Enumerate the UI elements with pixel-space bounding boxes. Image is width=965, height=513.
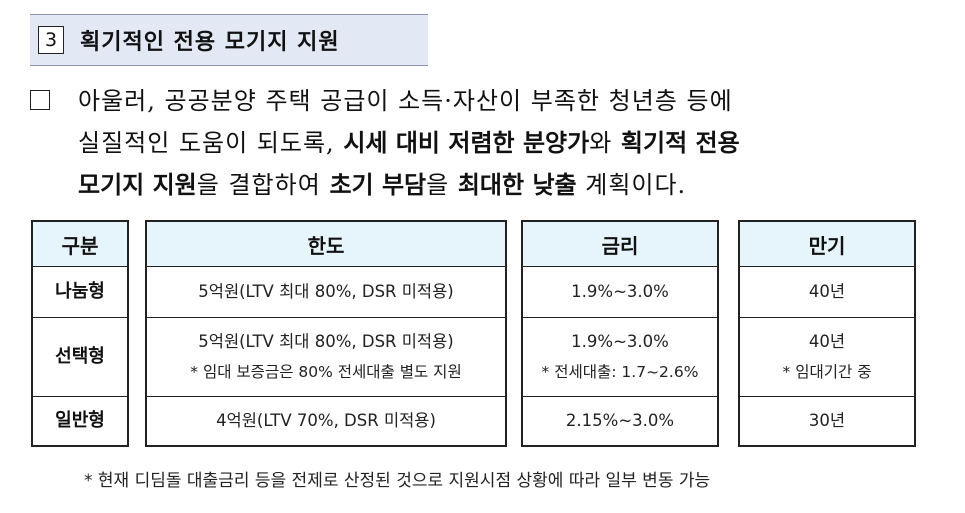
limit-cell: 5억원(LTV 최대 80%, DSR 미적용) — [147, 267, 505, 318]
term-cell: 30년 — [740, 397, 914, 445]
paragraph-text: 실질적인 도움이 되도록, — [78, 129, 344, 157]
term-cell: 40년 — [740, 267, 914, 318]
rate-value: 1.9%~3.0% — [571, 332, 669, 351]
rate-header: 금리 — [523, 222, 717, 267]
term-column: 만기 40년 40년 * 임대기간 중 30년 — [738, 220, 916, 447]
paragraph-text: 을 결합하여 — [196, 171, 330, 199]
term-cell: 40년 * 임대기간 중 — [740, 318, 914, 397]
rate-cell: 1.9%~3.0% * 전세대출: 1.7~2.6% — [523, 318, 717, 397]
term-header: 만기 — [740, 222, 914, 267]
body-paragraph: 아울러, 공공분양 주택 공급이 소득·자산이 부족한 청년층 등에 실질적인 … — [30, 80, 940, 206]
limit-header: 한도 — [147, 222, 505, 267]
section-header: 3 획기적인 전용 모기지 지원 — [30, 14, 428, 66]
type-cell: 일반형 — [55, 410, 105, 431]
section-number: 3 — [38, 26, 64, 54]
limit-note: * 임대 보증금은 80% 전세대출 별도 지원 — [190, 363, 462, 381]
paragraph-text: 와 — [589, 129, 621, 157]
rate-note: * 전세대출: 1.7~2.6% — [541, 363, 699, 381]
footnote: * 현재 디딤돌 대출금리 등을 전제로 산정된 것으로 지원시점 상황에 따라… — [84, 471, 711, 491]
term-value: 30년 — [808, 411, 846, 430]
term-value: 40년 — [808, 282, 846, 301]
paragraph-text: 을 — [426, 171, 458, 199]
type-column: 구분 나눔형 선택형 일반형 — [31, 220, 129, 447]
paragraph-line-1: 아울러, 공공분양 주택 공급이 소득·자산이 부족한 청년층 등에 — [30, 80, 940, 122]
paragraph-text: 계획이다. — [576, 171, 687, 199]
emphasis-text: 최대한 낮출 — [457, 171, 577, 199]
emphasis-text: 초기 부담 — [329, 171, 427, 199]
type-header: 구분 — [33, 222, 127, 267]
paragraph-line-3: 모기지 지원을 결합하여 초기 부담을 최대한 낮출 계획이다. — [30, 164, 940, 206]
limit-value: 4억원(LTV 70%, DSR 미적용) — [216, 411, 436, 430]
emphasis-text: 시세 대비 저렴한 분양가 — [343, 129, 590, 157]
rate-cell: 2.15%~3.0% — [523, 397, 717, 445]
rate-cell: 1.9%~3.0% — [523, 267, 717, 318]
limit-value: 5억원(LTV 최대 80%, DSR 미적용) — [198, 332, 454, 351]
emphasis-text: 모기지 지원 — [78, 171, 197, 199]
paragraph-line-2: 실질적인 도움이 되도록, 시세 대비 저렴한 분양가와 획기적 전용 — [30, 122, 940, 164]
term-value: 40년 — [808, 332, 846, 351]
limit-column: 한도 5억원(LTV 최대 80%, DSR 미적용) 5억원(LTV 최대 8… — [145, 220, 507, 447]
type-cell: 선택형 — [33, 318, 127, 397]
limit-cell: 4억원(LTV 70%, DSR 미적용) — [147, 397, 505, 445]
square-bullet-icon — [30, 90, 50, 110]
section-title: 획기적인 전용 모기지 지원 — [80, 30, 340, 55]
rate-value: 2.15%~3.0% — [565, 411, 675, 430]
emphasis-text: 획기적 전용 — [620, 129, 740, 157]
rate-column: 금리 1.9%~3.0% 1.9%~3.0% * 전세대출: 1.7~2.6% … — [521, 220, 719, 447]
paragraph-text: 아울러, 공공분양 주택 공급이 소득·자산이 부족한 청년층 등에 — [78, 87, 733, 115]
rate-value: 1.9%~3.0% — [571, 282, 669, 301]
term-note: * 임대기간 중 — [782, 363, 872, 381]
type-cell: 나눔형 — [33, 267, 127, 318]
limit-cell: 5억원(LTV 최대 80%, DSR 미적용) * 임대 보증금은 80% 전… — [147, 318, 505, 397]
limit-value: 5억원(LTV 최대 80%, DSR 미적용) — [198, 282, 454, 301]
